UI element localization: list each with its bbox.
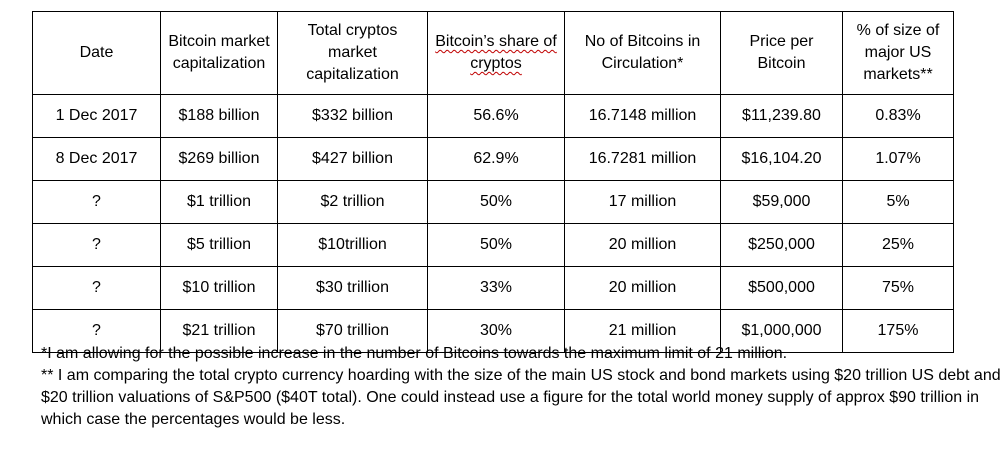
cell-price-per-bitcoin: $1,000,000 [720,309,843,353]
cell-total-cryptos-market-cap: $30 trillion [277,266,428,310]
cell-price-per-bitcoin: $11,239.80 [720,94,843,138]
cell-price-per-bitcoin: $16,104.20 [720,137,843,181]
footnote-circulation: *I am allowing for the possible increase… [41,345,788,362]
header-bitcoin-share: Bitcoin’s share of cryptos [427,11,565,95]
footnotes: *I am allowing for the possible increase… [41,343,1001,431]
cell-total-cryptos-market-cap: $2 trillion [277,180,428,224]
table-row: 8 Dec 2017 $269 billion $427 billion 62.… [32,137,954,181]
cell-bitcoins-in-circulation: 16.7281 million [564,137,721,181]
header-price-per-bitcoin: Price per Bitcoin [720,11,843,95]
cell-bitcoins-in-circulation: 20 million [564,266,721,310]
header-bitcoins-in-circulation: No of Bitcoins in Circulation* [564,11,721,95]
cell-percent-of-us-markets: 5% [842,180,954,224]
cell-bitcoin-market-cap: $188 billion [160,94,278,138]
cell-bitcoin-share: 62.9% [427,137,565,181]
cell-percent-of-us-markets: 1.07% [842,137,954,181]
cell-bitcoins-in-circulation: 20 million [564,223,721,267]
cell-price-per-bitcoin: $59,000 [720,180,843,224]
cell-date: ? [32,266,161,310]
table-row: ? $1 trillion $2 trillion 50% 17 million… [32,180,954,224]
cell-percent-of-us-markets: 0.83% [842,94,954,138]
cell-bitcoin-share: 56.6% [427,94,565,138]
table-row: ? $10 trillion $30 trillion 33% 20 milli… [32,266,954,310]
cell-bitcoin-share: 33% [427,266,565,310]
cell-bitcoin-market-cap: $269 billion [160,137,278,181]
cell-date: ? [32,223,161,267]
header-bitcoin-share-label: Bitcoin’s share of cryptos [435,33,557,72]
cell-percent-of-us-markets: 175% [842,309,954,353]
header-total-cryptos-market-cap: Total cryptos market capitalization [277,11,428,95]
header-bitcoin-market-cap: Bitcoin market capitalization [160,11,278,95]
table-row: ? $21 trillion $70 trillion 30% 21 milli… [32,309,954,353]
cell-bitcoins-in-circulation: 17 million [564,180,721,224]
cell-total-cryptos-market-cap: $10trillion [277,223,428,267]
cell-bitcoin-share: 30% [427,309,565,353]
cell-date: 8 Dec 2017 [32,137,161,181]
cell-bitcoin-share: 50% [427,180,565,224]
cell-date: ? [32,180,161,224]
cell-bitcoins-in-circulation: 21 million [564,309,721,353]
cell-total-cryptos-market-cap: $427 billion [277,137,428,181]
cell-bitcoin-market-cap: $1 trillion [160,180,278,224]
header-row: Date Bitcoin market capitalization Total… [32,11,954,95]
footnote-us-markets: ** I am comparing the total crypto curre… [41,367,1001,428]
cell-total-cryptos-market-cap: $332 billion [277,94,428,138]
cell-price-per-bitcoin: $250,000 [720,223,843,267]
cell-price-per-bitcoin: $500,000 [720,266,843,310]
cell-percent-of-us-markets: 75% [842,266,954,310]
cell-bitcoin-market-cap: $10 trillion [160,266,278,310]
cell-bitcoin-market-cap: $5 trillion [160,223,278,267]
table-row: ? $5 trillion $10trillion 50% 20 million… [32,223,954,267]
header-percent-of-us-markets: % of size of major US markets** [842,11,954,95]
cell-percent-of-us-markets: 25% [842,223,954,267]
cell-date: 1 Dec 2017 [32,94,161,138]
crypto-market-table: Date Bitcoin market capitalization Total… [32,11,954,353]
cell-bitcoin-share: 50% [427,223,565,267]
table-row: 1 Dec 2017 $188 billion $332 billion 56.… [32,94,954,138]
cell-date: ? [32,309,161,353]
header-date: Date [32,11,161,95]
cell-bitcoins-in-circulation: 16.7148 million [564,94,721,138]
